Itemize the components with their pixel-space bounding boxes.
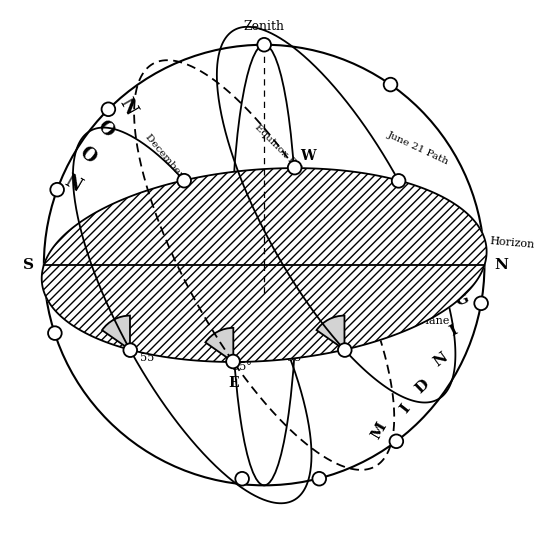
Text: December 22 Path: December 22 Path xyxy=(143,132,212,213)
Circle shape xyxy=(101,102,115,116)
Wedge shape xyxy=(205,328,233,362)
Text: N: N xyxy=(431,350,450,369)
Text: ANS: ANS xyxy=(229,216,241,236)
Polygon shape xyxy=(42,168,487,362)
Circle shape xyxy=(50,183,64,197)
Text: G: G xyxy=(454,292,471,309)
Circle shape xyxy=(257,38,271,52)
Circle shape xyxy=(338,343,352,357)
Circle shape xyxy=(384,78,397,91)
Text: D: D xyxy=(413,377,433,396)
Circle shape xyxy=(390,434,403,448)
Text: S: S xyxy=(23,258,34,272)
Text: W: W xyxy=(300,149,315,163)
Text: N: N xyxy=(115,95,139,118)
Text: 55°: 55° xyxy=(140,353,159,362)
Circle shape xyxy=(474,296,488,310)
Text: ANS: ANS xyxy=(223,200,235,221)
Text: O: O xyxy=(76,143,100,167)
Wedge shape xyxy=(102,316,130,350)
Text: M: M xyxy=(369,419,389,441)
Text: I: I xyxy=(447,324,460,339)
Circle shape xyxy=(177,174,191,188)
Text: Memphis: Memphis xyxy=(287,255,339,265)
Circle shape xyxy=(48,326,62,340)
Text: T: T xyxy=(466,231,477,246)
Circle shape xyxy=(392,174,405,188)
Text: Zenith: Zenith xyxy=(244,20,285,33)
Text: June 21 Path: June 21 Path xyxy=(385,130,450,166)
Text: N: N xyxy=(494,258,508,272)
Text: I: I xyxy=(397,401,413,415)
Text: O: O xyxy=(94,117,118,140)
Text: ANS: ANS xyxy=(235,200,247,221)
Wedge shape xyxy=(317,316,345,350)
Circle shape xyxy=(312,472,326,486)
Text: 55°: 55° xyxy=(233,362,252,372)
Text: E: E xyxy=(228,376,238,390)
Circle shape xyxy=(235,472,249,486)
Circle shape xyxy=(124,343,137,357)
PathPatch shape xyxy=(42,168,487,362)
Circle shape xyxy=(288,161,301,174)
Text: N: N xyxy=(61,172,84,196)
Text: 55°: 55° xyxy=(287,353,307,362)
Text: H: H xyxy=(461,261,478,278)
Text: Plane: Plane xyxy=(418,316,450,326)
Circle shape xyxy=(226,354,240,368)
Text: Horizon: Horizon xyxy=(489,237,535,251)
Text: Equinox Path: Equinox Path xyxy=(253,123,309,178)
